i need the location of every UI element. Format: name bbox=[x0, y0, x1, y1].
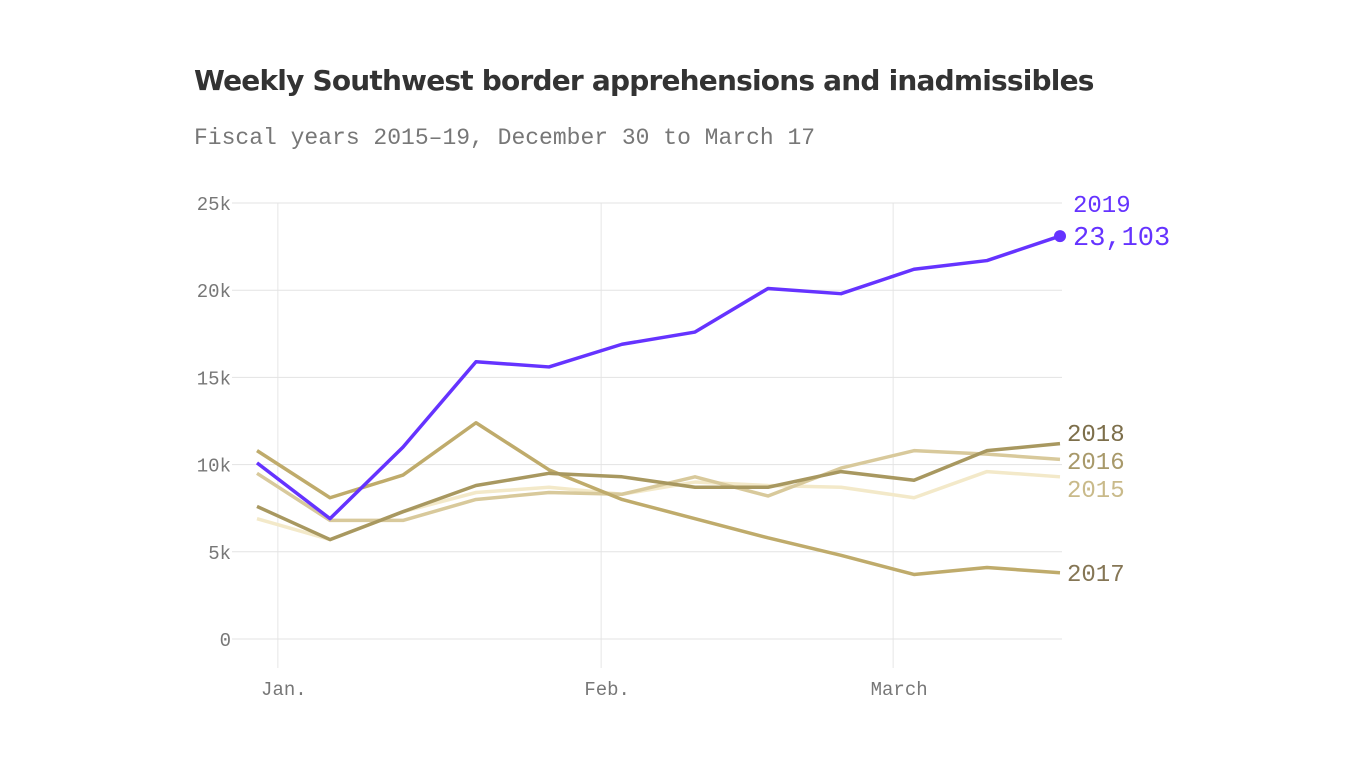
x-tick-label: March bbox=[871, 679, 928, 701]
y-tick-label: 20k bbox=[197, 281, 231, 303]
y-tick-label: 5k bbox=[208, 543, 231, 565]
y-tick-label: 15k bbox=[197, 368, 231, 390]
series-label-2018: 2018 bbox=[1067, 422, 1125, 449]
series-line-2018 bbox=[256, 441, 1061, 542]
y-tick-label: 0 bbox=[220, 630, 231, 652]
chart-subtitle: Fiscal years 2015–19, December 30 to Mar… bbox=[194, 125, 816, 151]
series-label-2017: 2017 bbox=[1067, 562, 1125, 589]
series-line-2016 bbox=[256, 448, 1061, 523]
y-tick-label: 10k bbox=[197, 456, 231, 478]
endpoint-value-label: 23,103 bbox=[1073, 224, 1170, 254]
x-tick-label: Feb. bbox=[584, 679, 630, 701]
y-tick-label: 25k bbox=[197, 194, 231, 216]
x-tick-label: Jan. bbox=[261, 679, 307, 701]
series-line-2019 bbox=[255, 234, 1061, 521]
series-label-2015: 2015 bbox=[1067, 478, 1125, 505]
chart-title: Weekly Southwest border apprehensions an… bbox=[194, 64, 1094, 97]
endpoint-marker-2019 bbox=[1054, 230, 1066, 243]
series-line-2017 bbox=[256, 420, 1061, 577]
series-label-2019: 2019 bbox=[1073, 193, 1131, 220]
series-label-2016: 2016 bbox=[1067, 450, 1125, 477]
